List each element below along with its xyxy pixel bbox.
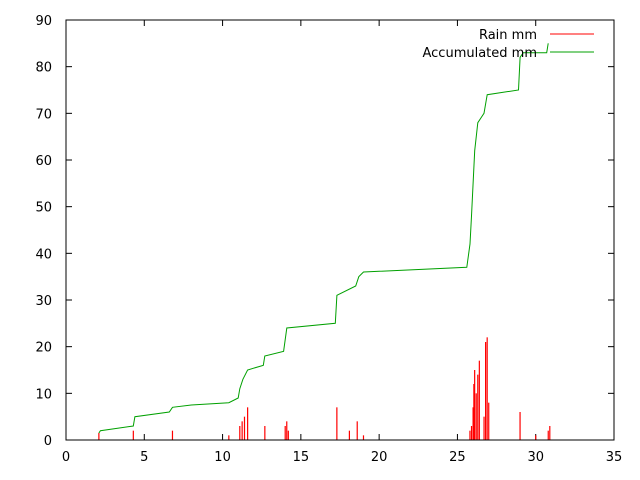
axes: 0 5 10 15 20 25 30 35 0 10 20 30 40 50 60 70 80 90 bbox=[35, 14, 622, 465]
y-tick-label: 0 bbox=[44, 434, 52, 449]
y-tick-label: 70 bbox=[35, 107, 52, 122]
y-tick-label: 30 bbox=[35, 294, 52, 309]
y-tick-label: 50 bbox=[35, 201, 52, 216]
x-tick-label: 15 bbox=[293, 450, 310, 465]
legend-label: Accumulated mm bbox=[423, 46, 538, 61]
x-tick-label: 25 bbox=[449, 450, 466, 465]
legend-label: Rain mm bbox=[479, 28, 537, 43]
plot-frame bbox=[65, 19, 615, 441]
x-tick-label: 20 bbox=[371, 450, 388, 465]
y-tick-label: 20 bbox=[35, 341, 52, 356]
y-tick-label: 10 bbox=[35, 387, 52, 402]
accumulated-series bbox=[98, 43, 549, 434]
x-tick-label: 5 bbox=[140, 450, 148, 465]
y-tick-label: 80 bbox=[35, 61, 52, 76]
y-tick-label: 40 bbox=[35, 247, 52, 262]
x-tick-label: 0 bbox=[62, 450, 70, 465]
accumulated-line bbox=[98, 43, 549, 434]
y-tick-label: 90 bbox=[35, 14, 52, 29]
x-tick-label: 10 bbox=[214, 450, 231, 465]
x-tick-label: 30 bbox=[527, 450, 544, 465]
x-tick-label: 35 bbox=[606, 450, 623, 465]
rain-series bbox=[98, 337, 551, 440]
y-tick-label: 60 bbox=[35, 154, 52, 169]
legend: Rain mm Accumulated mm bbox=[423, 28, 594, 61]
